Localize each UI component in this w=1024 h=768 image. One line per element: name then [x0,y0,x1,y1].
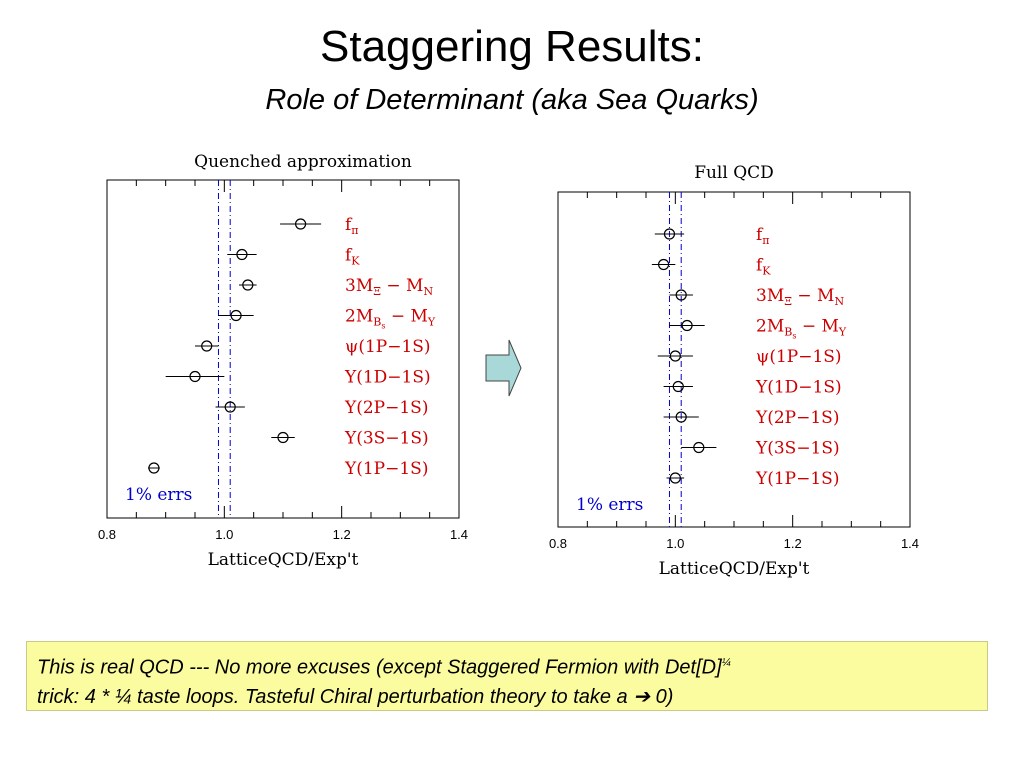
x-axis-label: LatticeQCD/Exp't [659,559,810,579]
point-label: Υ(2P−1S) [344,398,428,418]
note-line1: This is real QCD --- No more excuses (ex… [37,656,722,679]
point-label: Υ(1D−1S) [344,368,431,388]
note-box: This is real QCD --- No more excuses (ex… [26,641,988,711]
data-point [148,462,160,474]
data-point [675,289,687,301]
note-line2: trick: 4 * ¼ taste loops. Tasteful Chira… [37,685,634,708]
x-tick-label: 1.2 [784,536,802,551]
data-point [295,218,307,230]
data-point [189,370,201,383]
note-line2-end: 0) [650,685,674,708]
data-point [681,319,693,332]
note-line1-sup: ¼ [721,657,731,669]
chart-svg: 0.8 1.0 1.2 1.4 LatticeQCD/Exp't Quenched app… [98,152,919,579]
chart-title: Quenched approximation [194,152,412,172]
point-label: fK [345,246,360,268]
point-label: Υ(1D−1S) [755,378,842,398]
point-label: Υ(2P−1S) [755,408,839,428]
x-tick-label: 1.0 [215,527,233,542]
data-point [224,401,236,413]
chart-full-qcd: 0.8 1.0 1.2 1.4 LatticeQCD/Exp't Full QCD 1% e… [549,163,919,579]
point-label: 2MBs − MΥ [345,307,436,331]
data-point [693,441,705,454]
x-axis-label: LatticeQCD/Exp't [208,550,359,570]
slide-title: Staggering Results: [320,22,704,71]
point-label: ψ(1P−1S) [756,347,842,367]
x-tick-label: 0.8 [98,527,116,542]
x-tick-label: 0.8 [549,536,567,551]
point-label: Υ(3S−1S) [344,429,429,449]
right-arrow-icon [485,339,522,397]
data-point [663,228,676,240]
chart-quenched: 0.8 1.0 1.2 1.4 LatticeQCD/Exp't Quenched app… [98,152,468,570]
data-point [242,279,254,291]
data-point [669,472,681,484]
x-tick-label: 1.0 [666,536,684,551]
point-label: Υ(1P−1S) [344,459,428,479]
band-label: 1% errs [576,495,643,515]
point-label: Υ(1P−1S) [755,469,839,489]
data-point [672,380,684,393]
note-arrow-glyph: ➔ [633,685,651,708]
point-label: ψ(1P−1S) [345,337,431,357]
slide-subtitle: Role of Determinant (aka Sea Quarks) [265,84,759,116]
x-tick-label: 1.4 [450,527,468,542]
x-tick-label: 1.2 [333,527,351,542]
plot-frame [557,191,911,528]
chart-title: Full QCD [694,163,774,183]
point-label: fπ [756,225,770,247]
data-point [236,248,248,261]
point-label: Υ(3S−1S) [755,439,840,459]
point-label: 3MΞ − MN [756,286,844,308]
band-label: 1% errs [125,485,192,505]
data-point [230,309,242,322]
point-label: 3MΞ − MN [345,276,433,298]
data-point [277,431,289,444]
point-label: fK [756,256,771,278]
data-point [675,411,687,423]
point-label: 2MBs − MΥ [756,317,847,341]
data-point [657,258,670,271]
point-label: fπ [345,215,359,237]
x-tick-label: 1.4 [901,536,919,551]
data-point [201,340,213,352]
data-point [669,350,681,362]
